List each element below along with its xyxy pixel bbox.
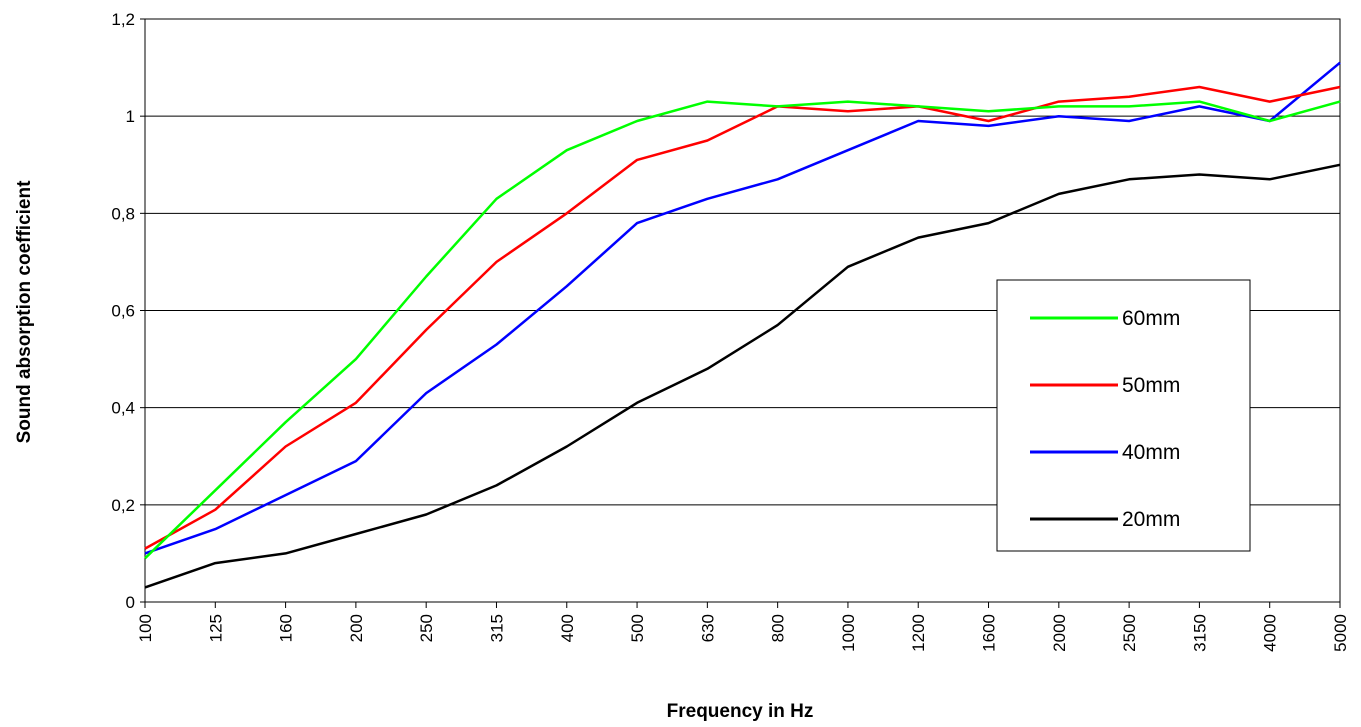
x-tick-label: 315 [487, 614, 506, 642]
y-tick-label: 0,2 [111, 496, 135, 515]
y-tick-label: 0,6 [111, 302, 135, 321]
x-tick-label: 1600 [980, 614, 999, 652]
legend: 60mm 50mm 40mm 20mm [996, 279, 1251, 552]
x-tick-label: 400 [558, 614, 577, 642]
y-axis-title: Sound absorption coefficient [14, 180, 35, 444]
x-tick-label: 800 [769, 614, 788, 642]
series-line-60mm [144, 100, 1341, 560]
x-tick-label: 2000 [1050, 614, 1069, 652]
x-tick-label: 1000 [839, 614, 858, 652]
series-lines [144, 61, 1341, 589]
legend-label-20mm: 20mm [1122, 508, 1180, 531]
series-line-50mm [144, 85, 1341, 550]
y-tick-label: 1 [126, 107, 135, 126]
x-tick-label: 250 [417, 614, 436, 642]
legend-label-50mm: 50mm [1122, 374, 1180, 397]
x-tick-label: 2500 [1120, 614, 1139, 652]
axis-ticks: 0 0,2 0,4 0,6 0,8 1 1,2 100 125 160 200 250 315 400 50… [111, 10, 1350, 652]
x-tick-label: 3150 [1190, 614, 1209, 652]
x-tick-label: 160 [277, 614, 296, 642]
y-tick-label: 0,8 [111, 204, 135, 223]
series-line-40mm [144, 61, 1341, 555]
legend-box [996, 279, 1251, 552]
x-tick-label: 5000 [1331, 614, 1350, 652]
y-tick-label: 1,2 [111, 10, 135, 29]
legend-label-40mm: 40mm [1122, 441, 1180, 464]
x-tick-label: 200 [347, 614, 366, 642]
series-line-20mm [144, 163, 1341, 589]
x-tick-label: 500 [628, 614, 647, 642]
y-tick-label: 0,4 [111, 399, 135, 418]
x-tick-label: 1200 [909, 614, 928, 652]
x-tick-label: 630 [698, 614, 717, 642]
x-tick-label: 100 [136, 614, 155, 642]
legend-label-60mm: 60mm [1122, 307, 1180, 330]
x-tick-label: 125 [206, 614, 225, 642]
y-tick-label: 0 [126, 593, 135, 612]
x-tick-label: 4000 [1261, 614, 1280, 652]
x-axis-title: Frequency in Hz [667, 701, 814, 722]
